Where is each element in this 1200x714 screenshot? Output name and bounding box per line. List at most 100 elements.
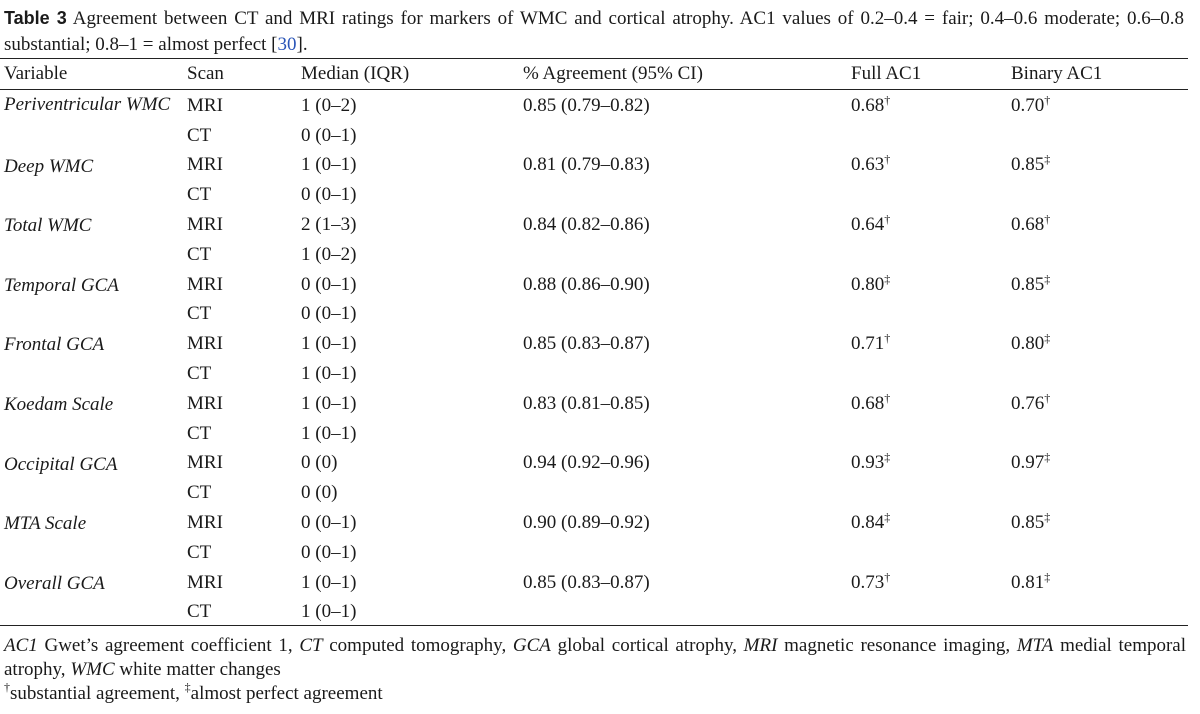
binary-ac1-mark: ‡ <box>1044 271 1051 286</box>
binary-ac1-value: 0.81‡ <box>1011 568 1188 598</box>
table-row: MTA Scale MRI 0 (0–1) 0.90 (0.89–0.92) 0.84‡… <box>0 508 1188 538</box>
agreement-value: 0.85 (0.79–0.82) <box>523 94 650 116</box>
double-dagger-mark: ‡ <box>184 680 191 694</box>
median-value: 1 (0–1) <box>301 571 357 593</box>
full-ac1-value: 0.73† <box>851 568 1011 598</box>
variable-label: Overall GCA <box>4 572 105 594</box>
full-ac1-mark: † <box>884 92 891 107</box>
full-ac1-number: 0.68 <box>851 392 885 414</box>
median-value: 2 (1–3) <box>301 214 357 236</box>
scan-label: CT <box>187 363 212 385</box>
agreement-value: 0.83 (0.81–0.85) <box>523 392 650 414</box>
scan-label: MRI <box>187 512 223 534</box>
median-value: 1 (0–1) <box>301 154 357 176</box>
scan-label: MRI <box>187 392 223 414</box>
scan-label: MRI <box>187 333 223 355</box>
citation-link[interactable]: 30 <box>277 34 297 55</box>
header-median: Median (IQR) <box>301 62 410 84</box>
binary-ac1-value: 0.97‡ <box>1011 449 1188 479</box>
median-value: 1 (0–1) <box>301 601 357 623</box>
scan-label: CT <box>187 184 212 206</box>
binary-ac1-number: 0.70 <box>1011 94 1045 116</box>
median-value: 0 (0–1) <box>301 512 357 534</box>
abbreviation-definition: magnetic resonance imaging, <box>777 635 1017 656</box>
variable-name: Deep WMC <box>0 151 187 211</box>
table-caption: Table 3 Agreement between CT and MRI rati… <box>4 5 1184 58</box>
binary-ac1-number: 0.85 <box>1011 273 1045 295</box>
caption-text: Agreement between CT and MRI ratings for… <box>4 8 1184 55</box>
full-ac1-mark: ‡ <box>884 510 891 525</box>
full-ac1-number: 0.68 <box>851 94 885 116</box>
binary-ac1-number: 0.85 <box>1011 154 1045 176</box>
full-ac1-value: 0.80‡ <box>851 270 1011 300</box>
scan-label: MRI <box>187 154 223 176</box>
variable-label: Occipital GCA <box>4 453 118 475</box>
dagger-text: substantial agreement, <box>10 683 185 704</box>
caption-tail: ]. <box>296 34 308 55</box>
full-ac1-number: 0.84 <box>851 512 885 534</box>
agreement-value: 0.94 (0.92–0.96) <box>523 452 650 474</box>
full-ac1-number: 0.73 <box>851 571 885 593</box>
abbreviation-term: MRI <box>743 635 778 656</box>
top-rule <box>0 58 1188 59</box>
median-value: 0 (0) <box>301 482 338 504</box>
binary-ac1-mark: † <box>1044 212 1051 227</box>
full-ac1-number: 0.63 <box>851 154 885 176</box>
binary-ac1-value: 0.85‡ <box>1011 151 1188 181</box>
full-ac1-mark: † <box>884 569 891 584</box>
variable-name: Temporal GCA <box>0 270 187 330</box>
full-ac1-value: 0.68† <box>851 89 1011 121</box>
table-row: Deep WMC MRI 1 (0–1) 0.81 (0.79–0.83) 0.63† 0… <box>0 151 1188 181</box>
full-ac1-value: 0.71† <box>851 329 1011 359</box>
table-row: CT 0 (0–1) <box>0 121 1188 151</box>
table-label: Table 3 <box>4 8 67 28</box>
abbreviation-list: AC1 Gwet’s agreement coefficient 1, CT c… <box>4 635 1186 680</box>
header-agreement: % Agreement (95% CI) <box>523 62 703 84</box>
median-value: 0 (0–1) <box>301 273 357 295</box>
table-row: CT 1 (0–1) <box>0 359 1188 389</box>
scan-label: CT <box>187 601 212 623</box>
median-value: 1 (0–1) <box>301 392 357 414</box>
agreement-table: Variable Scan Median (IQR) % Agreement (… <box>0 58 1188 627</box>
table-row: CT 1 (0–2) <box>0 240 1188 270</box>
binary-ac1-mark: ‡ <box>1044 331 1051 346</box>
median-value: 0 (0–1) <box>301 124 357 146</box>
header-full-ac1: Full AC1 <box>851 62 922 84</box>
median-value: 1 (0–1) <box>301 422 357 444</box>
binary-ac1-value: 0.85‡ <box>1011 508 1188 538</box>
scan-label: CT <box>187 422 212 444</box>
agreement-value: 0.85 (0.83–0.87) <box>523 571 650 593</box>
median-value: 1 (0–2) <box>301 94 357 116</box>
binary-ac1-mark: ‡ <box>1044 510 1051 525</box>
full-ac1-mark: † <box>884 212 891 227</box>
full-ac1-number: 0.71 <box>851 333 885 355</box>
binary-ac1-number: 0.80 <box>1011 333 1045 355</box>
variable-name: Total WMC <box>0 210 187 270</box>
abbreviation-definition: computed tomography, <box>322 635 513 656</box>
table-row: CT 0 (0–1) <box>0 538 1188 568</box>
binary-ac1-value: 0.76† <box>1011 389 1188 419</box>
scan-label: MRI <box>187 214 223 236</box>
abbreviation-term: CT <box>299 635 323 656</box>
median-value: 1 (0–1) <box>301 363 357 385</box>
variable-label: Temporal GCA <box>4 274 119 296</box>
variable-label: Deep WMC <box>4 155 94 177</box>
table-row: CT 1 (0–1) <box>0 419 1188 449</box>
table-row: Overall GCA MRI 1 (0–1) 0.85 (0.83–0.87) 0.7… <box>0 568 1188 598</box>
full-ac1-value: 0.63† <box>851 151 1011 181</box>
full-ac1-number: 0.93 <box>851 452 885 474</box>
binary-ac1-mark: ‡ <box>1044 152 1051 167</box>
header-binary-ac1: Binary AC1 <box>1011 62 1103 84</box>
variable-label: MTA Scale <box>4 513 87 535</box>
abbreviation-definition: medial temporal atrophy, <box>4 635 1187 680</box>
full-ac1-mark: † <box>884 331 891 346</box>
variable-label: Koedam Scale <box>4 393 114 415</box>
binary-ac1-number: 0.85 <box>1011 512 1045 534</box>
scan-label: CT <box>187 243 212 265</box>
median-value: 0 (0–1) <box>301 303 357 325</box>
table-row: Frontal GCA MRI 1 (0–1) 0.85 (0.83–0.87) 0.7… <box>0 329 1188 359</box>
median-value: 1 (0–1) <box>301 333 357 355</box>
variable-name: Koedam Scale <box>0 389 187 449</box>
scan-label: CT <box>187 482 212 504</box>
